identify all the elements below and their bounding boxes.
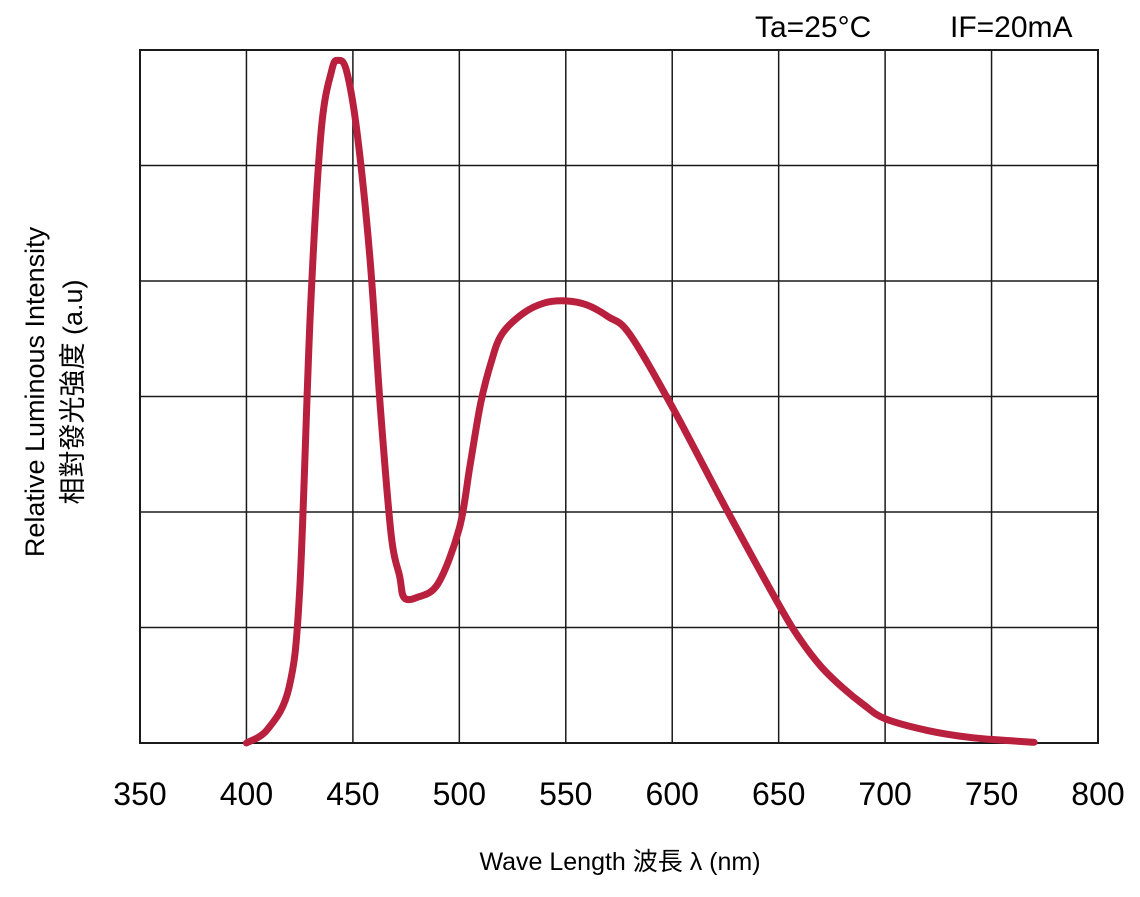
grid-lines [139,49,1099,744]
plot-frame [139,49,1099,744]
x-tick-label: 700 [858,776,911,812]
spectrum-curve [242,56,1038,747]
condition-temperature: Ta=25°C [755,11,871,44]
x-tick-label: 450 [326,776,379,812]
x-tick-label: 550 [539,776,592,812]
y-axis-label-zh: 相對發光強度 (a.u) [58,279,88,504]
x-tick-label: 350 [113,776,166,812]
x-tick-label: 600 [646,776,699,812]
x-tick-label: 800 [1071,776,1124,812]
x-tick-labels: 350 400 450 500 550 600 650 700 750 800 [113,776,1124,812]
condition-current: IF=20mA [950,11,1073,44]
y-axis-label: Relative Luminous Intensity [20,226,50,557]
x-tick-label: 750 [965,776,1018,812]
x-tick-label: 500 [433,776,486,812]
x-tick-label: 650 [752,776,805,812]
x-tick-label: 400 [220,776,273,812]
x-axis-label: Wave Length 波長 λ (nm) [479,848,760,876]
